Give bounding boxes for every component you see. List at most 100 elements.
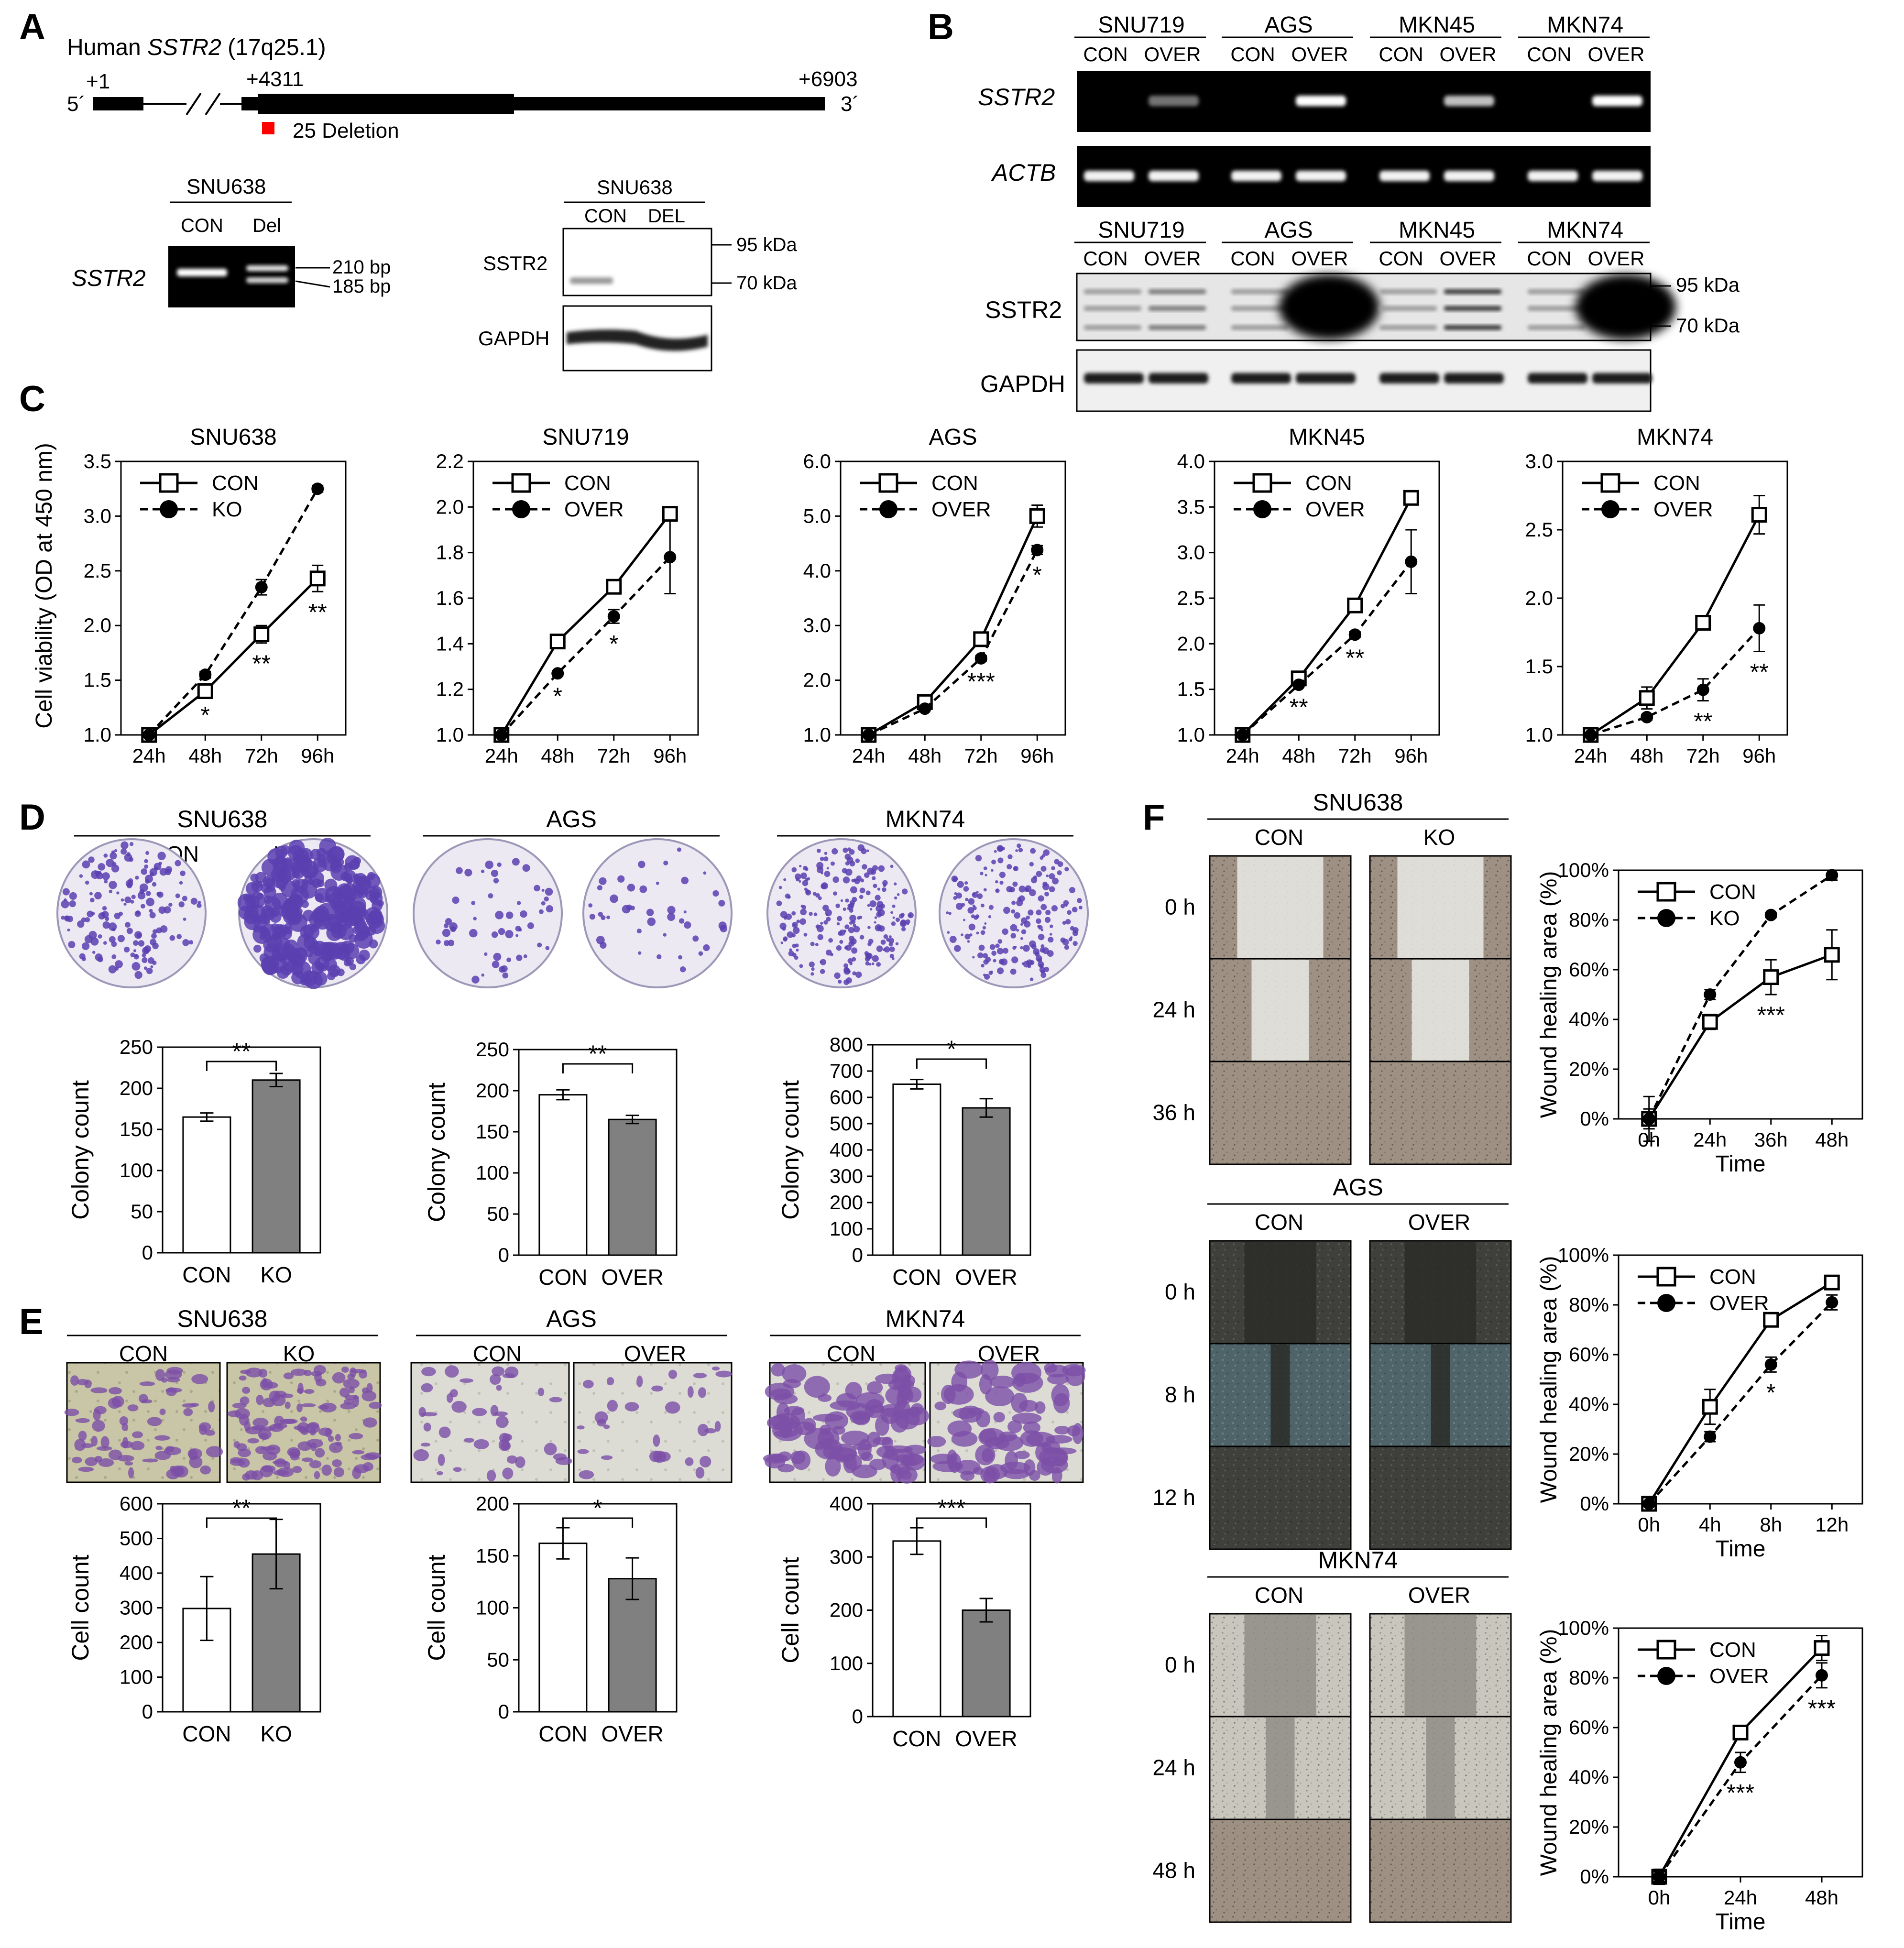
b-pcr-band-sstr2 [1149, 96, 1199, 106]
panel-letter-b: B [928, 7, 954, 47]
colony [852, 971, 856, 975]
colony [991, 859, 996, 865]
y-tick-label: 400 [830, 1492, 863, 1515]
migrated-cell [774, 1393, 798, 1405]
migrated-cell [413, 1449, 429, 1461]
colony [783, 937, 788, 942]
colony [328, 846, 345, 863]
colony [1026, 959, 1033, 966]
colony [890, 865, 894, 868]
colony [589, 914, 595, 920]
migrated-cell [131, 1431, 143, 1438]
migrated-cell [328, 1435, 334, 1442]
x-tick-label: 12h [1815, 1513, 1849, 1536]
y-axis-label: Cell count [423, 1554, 450, 1661]
colony [1029, 862, 1034, 867]
y-tick-label: 0% [1580, 1107, 1609, 1130]
colony [894, 896, 897, 900]
x-category-label: CON [182, 1262, 231, 1287]
colony [872, 955, 879, 962]
colony [975, 854, 982, 862]
colony [1045, 909, 1051, 915]
migrated-cell [191, 1374, 208, 1384]
migrated-cell [80, 1443, 94, 1448]
colony [370, 887, 380, 898]
colony [94, 892, 102, 899]
colony [261, 956, 280, 974]
b-lane-over: OVER [1439, 43, 1496, 66]
y-tick-label: 400 [830, 1138, 863, 1161]
legend-marker [878, 473, 898, 493]
migrated-cell [597, 1419, 606, 1427]
b-lane-over: OVER [1144, 247, 1201, 270]
y-tick-label: 700 [830, 1060, 863, 1082]
colony [703, 871, 707, 875]
colony [844, 854, 851, 860]
migrated-cell [438, 1426, 451, 1438]
legend-marker [160, 500, 178, 518]
migrated-cell [900, 1457, 917, 1467]
colony [340, 872, 350, 881]
colony [1044, 891, 1049, 897]
significance-bracket [206, 1061, 277, 1071]
colony [1021, 929, 1027, 934]
panel-letter-c: C [19, 379, 45, 419]
plot-frame [1618, 869, 1863, 1120]
colony [301, 900, 309, 908]
colony [807, 877, 810, 881]
data-point-over [1031, 544, 1044, 557]
colony [848, 935, 855, 942]
colony [874, 921, 876, 924]
colony [1015, 849, 1018, 852]
colony [1014, 912, 1021, 919]
colony [851, 919, 856, 924]
migrated-cell [687, 1386, 694, 1398]
migrated-cell [828, 1447, 857, 1461]
y-tick-label: 100% [1558, 859, 1609, 881]
colony [999, 880, 1004, 885]
migrated-cell [307, 1422, 319, 1429]
colony [718, 899, 725, 907]
b-wb-band-sstr2-saturated [1279, 274, 1379, 339]
migrated-cell [349, 1367, 357, 1378]
colony [1036, 909, 1042, 916]
legend-marker [1657, 909, 1675, 927]
b-cell-line-mkn45: MKN45 [1399, 12, 1475, 38]
b-wb-band-sstr2 [1149, 289, 1206, 294]
panel-letter-e: E [19, 1302, 44, 1342]
chart-C3: AGS 1.0 2.0 3.0 4.0 5.0 6.0 24h 48h 72h 96h CON OVER… [803, 425, 1066, 767]
colony [1016, 929, 1019, 932]
colony [684, 921, 691, 929]
colony [1049, 873, 1055, 880]
colony [141, 868, 148, 875]
pcr-gel [168, 246, 295, 307]
migrated-cell [782, 1364, 807, 1383]
migrated-cell [421, 1367, 436, 1377]
colony [545, 887, 553, 896]
colony [1028, 909, 1034, 916]
time-label: 36 h [1152, 1100, 1195, 1125]
b-wb-band-sstr2 [1231, 289, 1289, 294]
colony [146, 897, 154, 907]
y-tick-label: 40% [1569, 1008, 1609, 1030]
colony [977, 893, 983, 899]
colony [849, 915, 856, 922]
migrated-cell [108, 1449, 122, 1460]
migrated-cell [460, 1378, 474, 1383]
colony [810, 972, 814, 976]
migrated-cell [349, 1433, 363, 1440]
colony [88, 930, 97, 940]
colony [1065, 919, 1071, 925]
colony [991, 869, 994, 872]
migrated-cell [369, 1401, 382, 1409]
migrated-cell [515, 1456, 525, 1468]
migrated-cell [494, 1411, 508, 1416]
x-tick-label: 48h [188, 744, 222, 767]
colony [157, 852, 166, 860]
migrated-cell [175, 1467, 183, 1475]
colony [125, 922, 131, 928]
wound-image-treat-36h [1369, 1061, 1512, 1165]
chart-F3: 0% 20% 40% 60% 80% 100% 0h 24h 48h Time Wound heal… [1536, 1617, 1863, 1935]
colony [800, 872, 807, 879]
colony [182, 939, 189, 946]
